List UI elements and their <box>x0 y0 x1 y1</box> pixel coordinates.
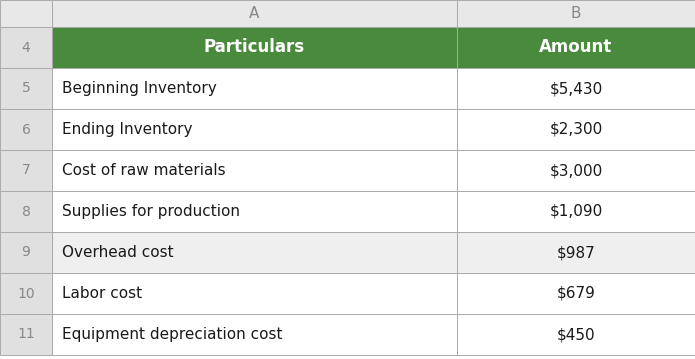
Bar <box>457 314 695 355</box>
Text: Equipment depreciation cost: Equipment depreciation cost <box>62 327 282 342</box>
Bar <box>0 109 52 150</box>
Text: 8: 8 <box>22 205 31 219</box>
Text: 11: 11 <box>17 327 35 341</box>
Text: $679: $679 <box>557 286 596 301</box>
Text: Beginning Inventory: Beginning Inventory <box>62 81 217 96</box>
Bar <box>457 191 695 232</box>
Bar <box>52 0 457 27</box>
Bar <box>457 27 695 68</box>
Bar <box>457 0 695 27</box>
Text: 5: 5 <box>22 81 31 95</box>
Text: Overhead cost: Overhead cost <box>62 245 174 260</box>
Bar <box>457 150 695 191</box>
Text: $450: $450 <box>557 327 596 342</box>
Bar <box>0 191 52 232</box>
Bar <box>457 109 695 150</box>
Text: Cost of raw materials: Cost of raw materials <box>62 163 226 178</box>
Bar <box>52 273 457 314</box>
Text: $2,300: $2,300 <box>549 122 603 137</box>
Bar <box>0 68 52 109</box>
Text: Ending Inventory: Ending Inventory <box>62 122 193 137</box>
Bar <box>0 273 52 314</box>
Bar <box>0 232 52 273</box>
Bar <box>52 109 457 150</box>
Text: 10: 10 <box>17 286 35 300</box>
Bar <box>52 232 457 273</box>
Text: $1,090: $1,090 <box>549 204 603 219</box>
Text: $987: $987 <box>557 245 596 260</box>
Bar <box>0 27 52 68</box>
Text: Amount: Amount <box>539 38 612 56</box>
Text: Supplies for production: Supplies for production <box>62 204 240 219</box>
Bar <box>0 0 52 27</box>
Bar <box>52 27 457 68</box>
Bar <box>52 150 457 191</box>
Bar <box>457 232 695 273</box>
Text: 7: 7 <box>22 163 31 177</box>
Bar <box>457 273 695 314</box>
Bar <box>0 314 52 355</box>
Bar <box>52 314 457 355</box>
Text: 9: 9 <box>22 246 31 260</box>
Bar <box>0 150 52 191</box>
Text: Labor cost: Labor cost <box>62 286 142 301</box>
Text: 4: 4 <box>22 41 31 55</box>
Text: 6: 6 <box>22 122 31 136</box>
Text: $5,430: $5,430 <box>549 81 603 96</box>
Text: $3,000: $3,000 <box>549 163 603 178</box>
Bar <box>457 68 695 109</box>
Text: B: B <box>571 6 581 21</box>
Bar <box>52 191 457 232</box>
Text: Particulars: Particulars <box>204 38 305 56</box>
Bar <box>52 68 457 109</box>
Text: A: A <box>250 6 260 21</box>
